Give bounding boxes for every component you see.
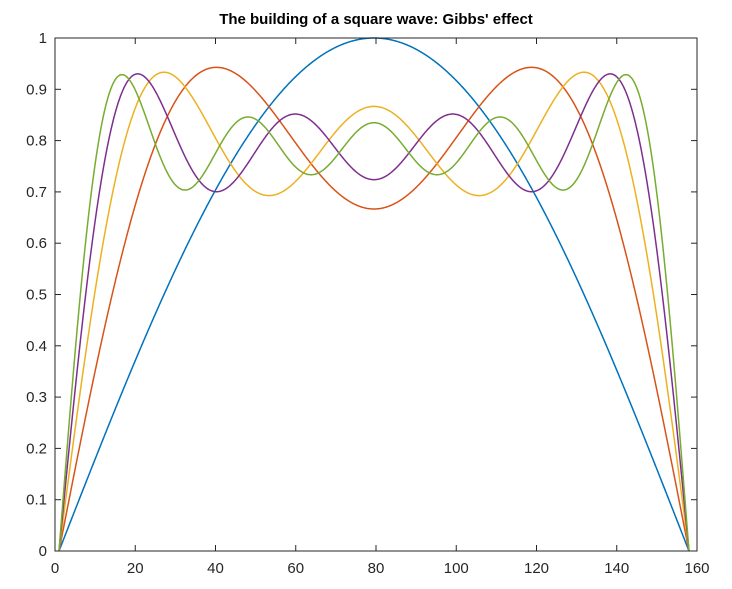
x-tick-label: 160 [684, 560, 709, 577]
y-tick-label: 0.5 [26, 287, 47, 304]
x-tick-label: 80 [368, 560, 385, 577]
y-tick-label: 0.4 [26, 338, 47, 355]
series-line-4 [58, 73, 690, 552]
y-tick-label: 0.8 [26, 133, 47, 150]
series-line-5 [58, 73, 690, 552]
y-tick-label: 0 [39, 543, 47, 560]
series-line-1 [58, 37, 690, 552]
series-line-3 [58, 71, 690, 552]
y-tick-label: 0.2 [26, 440, 47, 457]
axes-box [54, 37, 698, 552]
x-tick-label: 120 [524, 560, 549, 577]
y-tick-label: 0.7 [26, 184, 47, 201]
chart-title: The building of a square wave: Gibbs' ef… [219, 11, 533, 28]
x-tick-label: 100 [444, 560, 469, 577]
x-tick-label: 140 [604, 560, 629, 577]
y-tick-label: 1 [39, 30, 47, 47]
x-tick-label: 40 [207, 560, 224, 577]
x-tick-label: 0 [51, 560, 59, 577]
y-axis-ticks: 0 0.1 0.2 0.3 0.4 0.5 0.6 0.7 0.8 0.9 1 [26, 30, 697, 560]
y-tick-label: 0.6 [26, 235, 47, 252]
y-tick-label: 0.3 [26, 389, 47, 406]
x-tick-label: 20 [127, 560, 144, 577]
x-tick-label: 60 [287, 560, 304, 577]
y-tick-label: 0.1 [26, 492, 47, 509]
x-axis-ticks: 0 20 40 60 80 100 120 140 160 [51, 38, 710, 577]
series-line-2 [58, 66, 690, 552]
plot-lines [58, 37, 690, 552]
y-tick-label: 0.9 [26, 81, 47, 98]
